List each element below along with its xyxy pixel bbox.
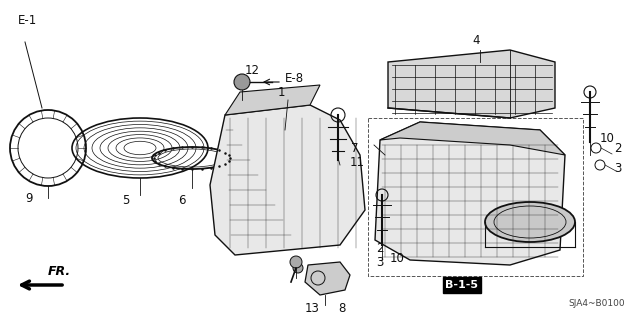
Text: 7: 7	[351, 142, 358, 154]
Text: 5: 5	[122, 194, 129, 206]
Text: 13: 13	[305, 301, 320, 315]
Polygon shape	[375, 122, 565, 265]
Text: B-1-5: B-1-5	[445, 280, 479, 290]
Text: 8: 8	[338, 301, 346, 315]
Circle shape	[234, 74, 250, 90]
Bar	[368, 118, 583, 276]
Polygon shape	[225, 85, 320, 115]
Polygon shape	[380, 122, 565, 155]
Text: 10: 10	[390, 251, 405, 264]
Text: 2: 2	[614, 142, 621, 154]
Text: 6: 6	[178, 194, 186, 206]
Text: 3: 3	[376, 256, 383, 269]
Text: 9: 9	[25, 191, 33, 204]
Ellipse shape	[485, 202, 575, 242]
Text: 4: 4	[472, 33, 479, 47]
Polygon shape	[210, 105, 365, 255]
Polygon shape	[305, 262, 350, 295]
Text: 11: 11	[350, 155, 365, 168]
Circle shape	[293, 263, 303, 273]
Text: FR.: FR.	[48, 265, 71, 278]
Text: 10: 10	[600, 131, 615, 145]
Text: SJA4~B0100: SJA4~B0100	[568, 299, 625, 308]
Text: E-1: E-1	[18, 13, 37, 26]
Text: 1: 1	[278, 85, 285, 99]
Text: 2: 2	[376, 241, 383, 255]
Text: 3: 3	[614, 161, 621, 174]
Text: E-8: E-8	[285, 71, 304, 85]
Polygon shape	[388, 50, 555, 118]
Circle shape	[290, 256, 302, 268]
Text: 12: 12	[245, 63, 260, 77]
